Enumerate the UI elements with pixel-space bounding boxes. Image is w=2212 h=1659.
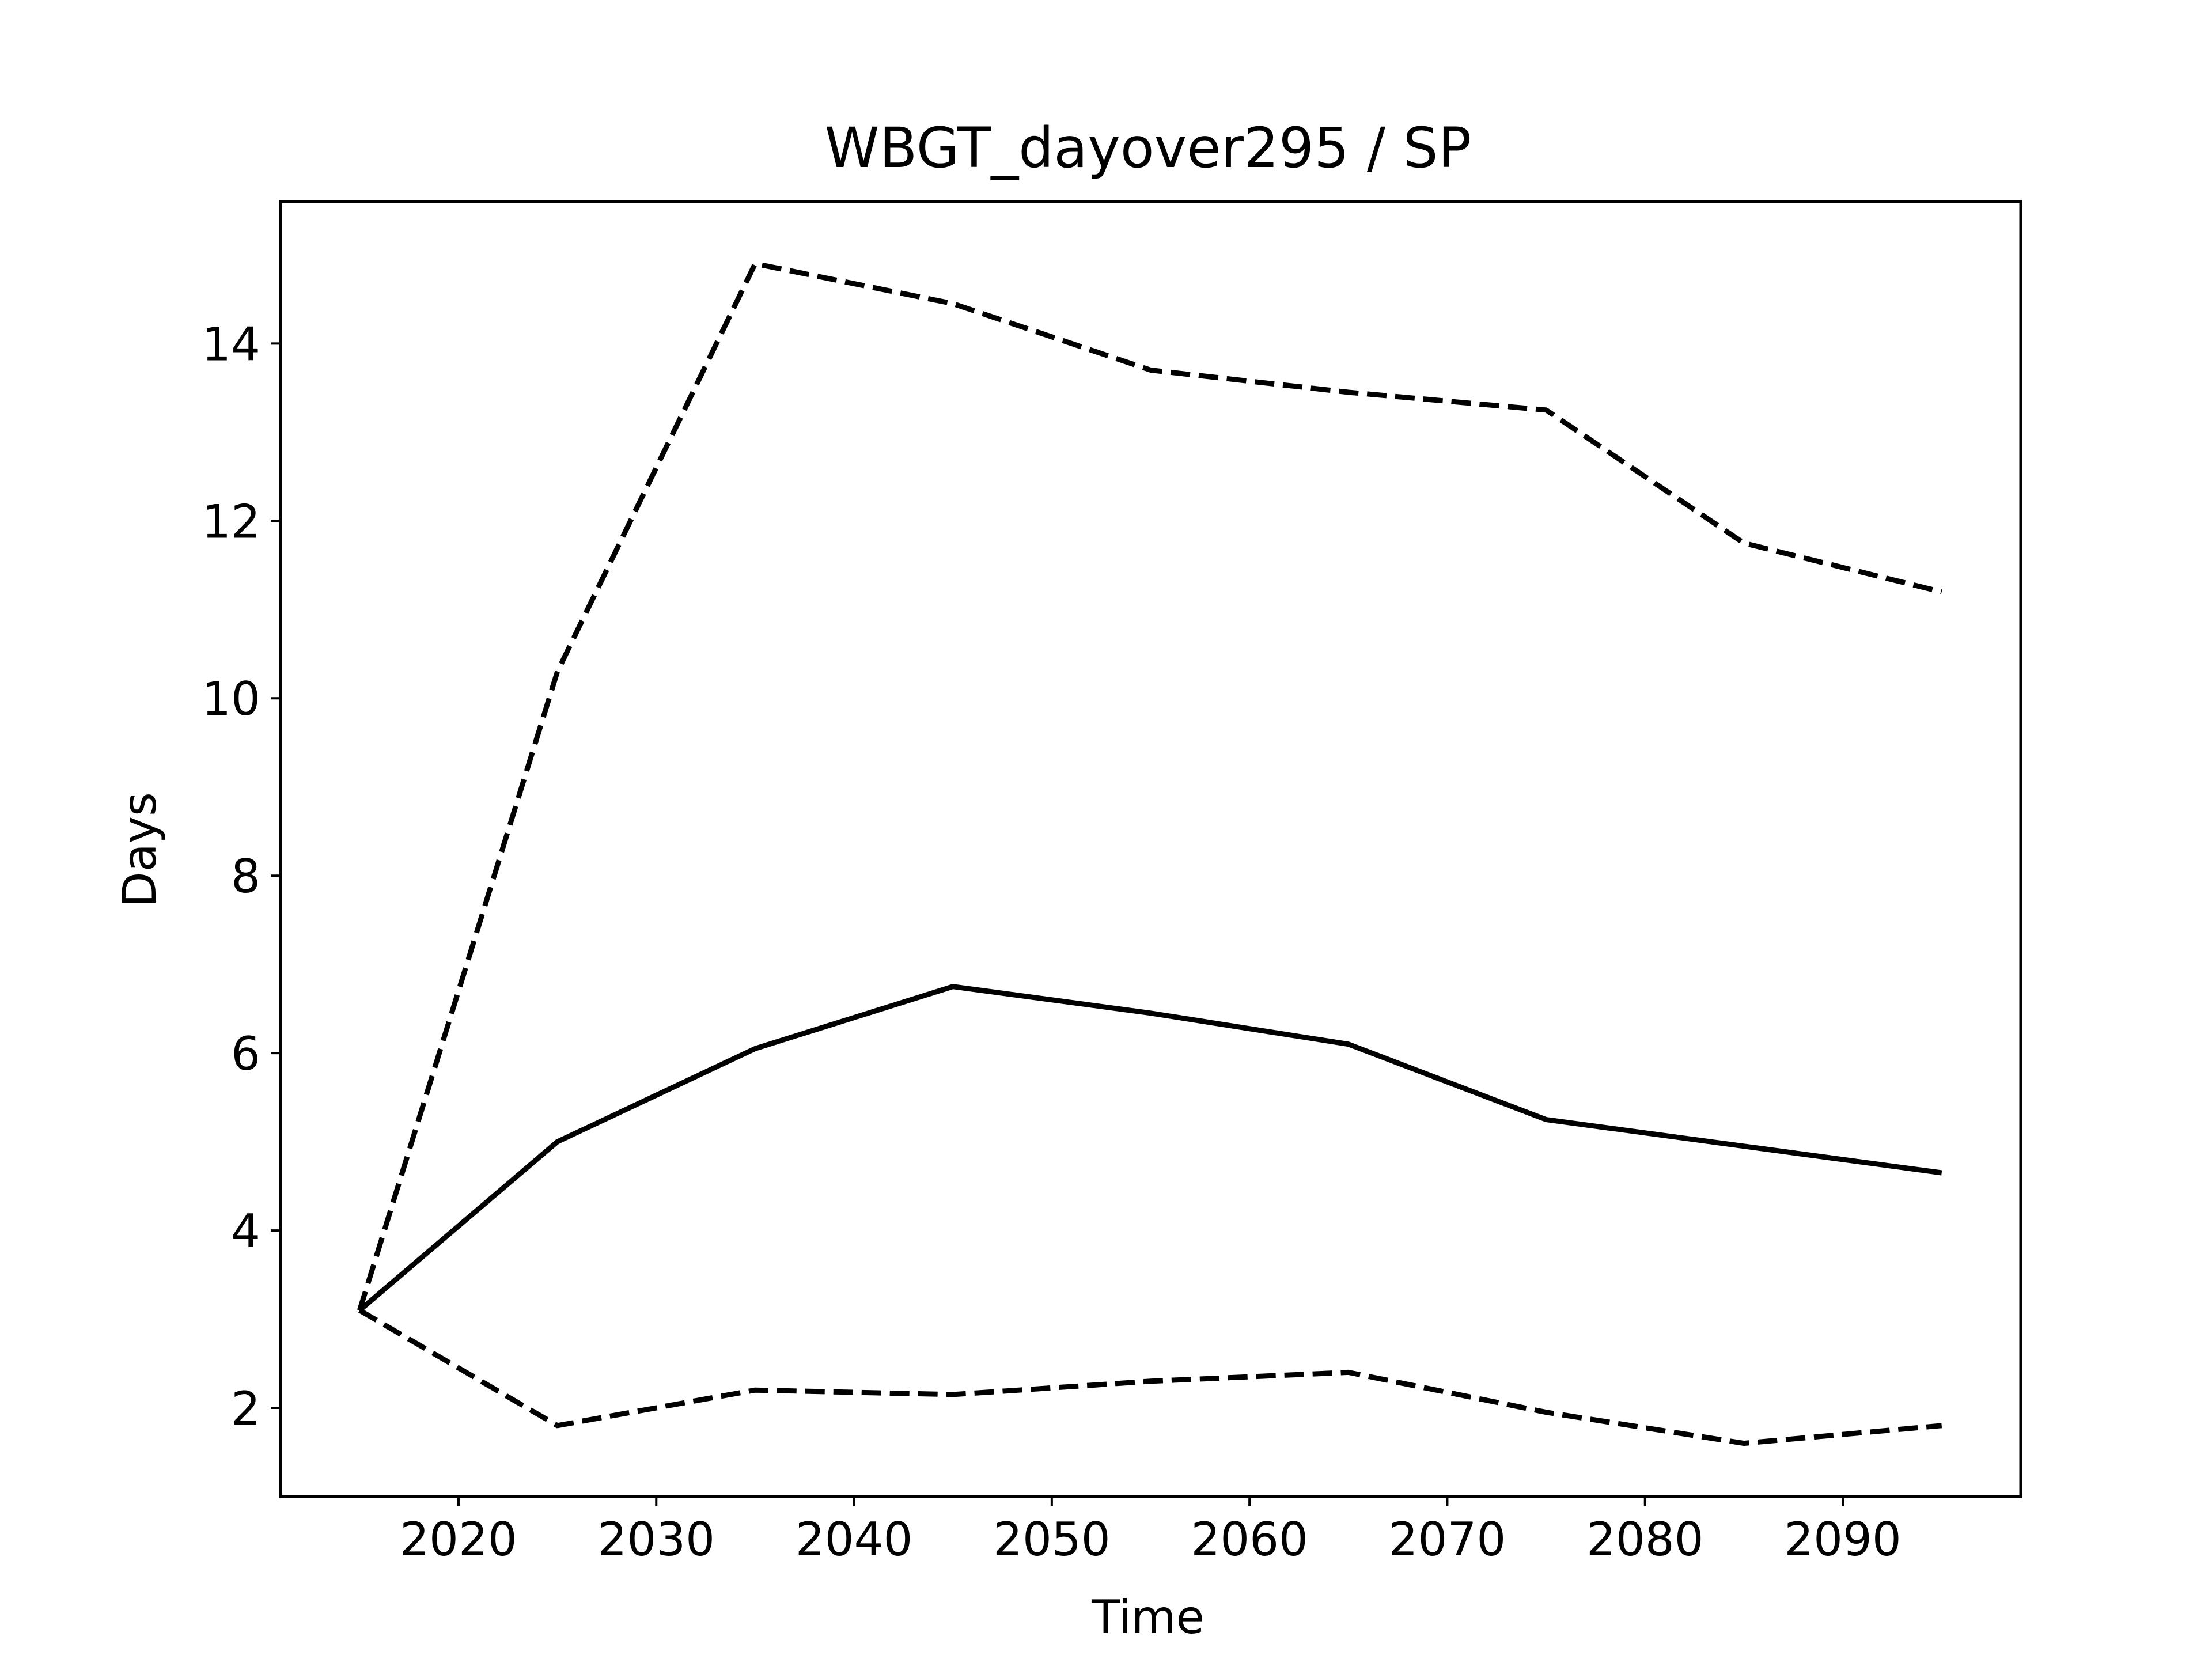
x-tick-label: 2020: [400, 1513, 517, 1566]
y-tick-label: 2: [231, 1382, 260, 1435]
y-tick-label: 10: [202, 672, 260, 726]
series-layer: [357, 261, 1942, 1446]
y-tick-label: 12: [202, 495, 260, 548]
series-line-solid: [358, 984, 1942, 1313]
x-axis: 2020 2030 2040 2050 2060 2070 2080 2090: [400, 1497, 1902, 1566]
x-axis-label: Time: [1091, 1590, 1205, 1644]
x-tick-label: 2030: [597, 1513, 715, 1566]
x-tick-label: 2060: [1191, 1513, 1308, 1566]
series-line-dashed-2: [358, 1308, 1942, 1446]
x-tick-label: 2050: [993, 1513, 1111, 1566]
x-tick-label: 2080: [1586, 1513, 1704, 1566]
x-tick-label: 2040: [796, 1513, 913, 1566]
y-tick-label: 4: [231, 1205, 260, 1258]
series-line-dashed-1: [357, 261, 1942, 1312]
y-tick-label: 14: [202, 317, 260, 371]
y-tick-label: 8: [231, 850, 260, 903]
x-tick-label: 2090: [1784, 1513, 1902, 1566]
axes-frame: [279, 200, 2022, 1498]
chart-title: WBGT_dayover295 / SP: [825, 116, 1472, 180]
x-tick-label: 2070: [1389, 1513, 1506, 1566]
y-tick-label: 6: [231, 1027, 260, 1081]
y-axis-label: Days: [113, 792, 166, 907]
y-axis: 2 4 6 8 10 12 14: [202, 317, 281, 1435]
